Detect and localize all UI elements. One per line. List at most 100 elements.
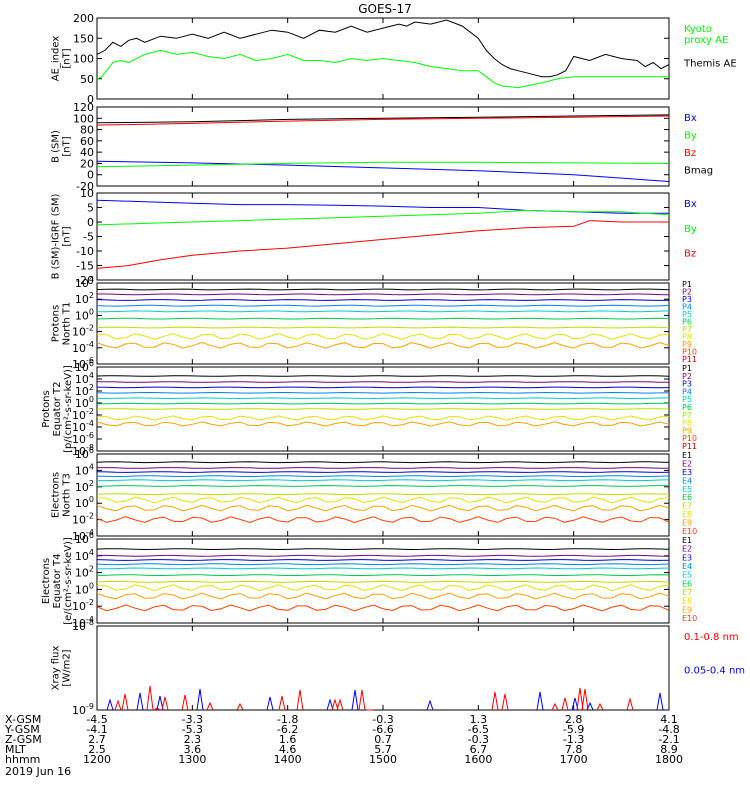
y-tick-label: 10-2	[72, 407, 94, 422]
legend-entry: P1	[682, 364, 692, 373]
series-p5	[97, 310, 670, 313]
legend-entry: E10	[682, 614, 697, 623]
y-tick-label: 20	[80, 157, 94, 170]
legend-entry: P1	[682, 280, 692, 289]
y-tick-label: 100	[75, 307, 94, 322]
legend-entry: E8	[682, 510, 692, 519]
y-tick-label: 80	[80, 124, 94, 137]
y-tick-label: 10	[80, 187, 94, 200]
y-tick-label: 10-6	[72, 356, 94, 371]
y-axis-label: B (SM)-IGRF (SM)[nT]	[51, 194, 73, 280]
xray-spike	[114, 699, 122, 711]
legend-entry: E5	[682, 485, 692, 494]
ephemeris-value: -2.1	[658, 733, 679, 746]
ephemeris-value: 2.8	[565, 713, 583, 726]
series-p2	[97, 381, 670, 383]
y-tick-label: 102	[75, 479, 94, 494]
ephemeris-value: 1600	[464, 753, 492, 766]
xray-spike	[146, 685, 154, 711]
legend-entry: Bz	[684, 148, 696, 159]
y-tick-label: 10-6	[72, 431, 94, 446]
ephemeris-row-z-gsm: Z-GSM 2.7 2.3 1.6 0.7 -0.3 -1.3 -2.1	[5, 733, 680, 746]
legend-entry: E7	[682, 502, 692, 511]
ephemeris-value: 1400	[274, 753, 302, 766]
ephemeris-value: 1.6	[279, 733, 297, 746]
xray-spike	[426, 699, 434, 711]
legend-entry: E4	[682, 476, 692, 485]
ephemeris-row-label: Z-GSM	[5, 733, 42, 746]
y-tick-label: 104	[75, 371, 94, 386]
xray-spike	[296, 689, 304, 711]
series-e10	[96, 516, 670, 524]
legend-entry: P2	[682, 372, 692, 381]
xray-spike	[351, 689, 359, 711]
series-e6	[96, 574, 670, 576]
legend-entry: E6	[682, 579, 692, 588]
xray-spike	[491, 691, 499, 711]
legend-entry: E3	[682, 468, 692, 477]
legend-entry: P3	[682, 380, 692, 389]
legend-entry: P4	[682, 303, 692, 312]
legend-entry: P2	[682, 288, 692, 297]
xray-spike	[576, 687, 584, 711]
xray-spike	[571, 697, 579, 711]
xray-spike	[326, 698, 334, 711]
legend-entry: E10	[682, 527, 697, 536]
legend-entry: P8	[682, 419, 692, 428]
ephemeris-value: 4.1	[660, 713, 678, 726]
y-tick-label: -20	[76, 180, 94, 193]
series-e5	[97, 479, 670, 482]
y-axis-label: Xray flux[W/m2]	[51, 646, 73, 691]
legend-entry: P6	[682, 318, 692, 327]
y-tick-label: 10-2	[72, 512, 94, 527]
legend-entry: E7	[682, 588, 692, 597]
series-e5	[96, 567, 670, 570]
legend-entry: P10	[682, 434, 697, 443]
series-by	[96, 161, 670, 168]
legend-entry: 0.05-0.4 nm	[684, 666, 745, 677]
series-p1	[96, 375, 670, 377]
xray-spike	[156, 695, 164, 711]
legend-entry: P11	[682, 442, 697, 451]
legend-entry: Bmag	[684, 166, 713, 177]
ephemeris-value: -5.9	[563, 723, 584, 736]
ephemeris-value: 0.7	[374, 733, 392, 746]
legend-entry: E4	[682, 562, 692, 571]
ephemeris-value: 3.6	[184, 743, 202, 756]
date-label: 2019 Jun 16	[5, 765, 71, 778]
xray-spike	[196, 688, 204, 711]
legend-entry: P9	[682, 340, 692, 349]
ephemeris-value: 7.8	[565, 743, 583, 756]
ephemeris-value: -6.5	[468, 723, 489, 736]
xray-spike	[561, 697, 569, 711]
ephemeris-row-mlt: MLT 2.5 3.6 4.6 5.7 6.7 7.8 8.9	[5, 743, 678, 756]
ephemeris-value: -4.8	[658, 723, 679, 736]
xray-spike	[626, 697, 634, 711]
xray-spike	[136, 692, 144, 711]
xray-spike	[501, 693, 509, 711]
legend-entry: Themis AE	[683, 59, 737, 70]
y-tick-label: 100	[73, 112, 94, 125]
xray-spike	[596, 702, 604, 711]
series-e2	[97, 467, 670, 469]
y-tick-label: -5	[83, 231, 94, 244]
ephemeris-value: 1500	[369, 753, 397, 766]
y-tick-label: 0	[87, 93, 94, 106]
series-e4	[96, 563, 670, 566]
y-tick-label: 10-8	[72, 443, 94, 458]
xray-spike	[581, 688, 589, 711]
series-p7	[96, 408, 670, 410]
legend-entry: E1	[682, 536, 692, 545]
series-e9	[96, 592, 670, 600]
ephemeris-row-label: Y-GSM	[4, 723, 40, 736]
legend-entry: P11	[682, 355, 697, 364]
y-tick-label: 100	[73, 53, 94, 66]
series-e8	[97, 496, 670, 504]
y-tick-label: 106	[75, 531, 94, 546]
legend-entry: P8	[682, 333, 692, 342]
legend-entry: E9	[682, 605, 692, 614]
xray-spike	[551, 702, 559, 711]
legend-entry: By	[684, 224, 697, 235]
xray-spike	[278, 695, 286, 711]
y-tick-label: 10-4	[72, 528, 94, 543]
